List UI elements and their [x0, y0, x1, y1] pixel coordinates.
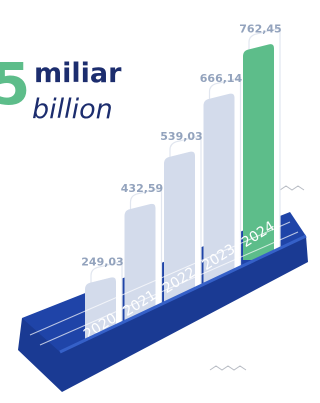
headline-line2: billion	[32, 94, 113, 125]
value-label: 432,59	[121, 182, 163, 195]
value-label: 539,03	[160, 130, 202, 143]
chart: 249,032020432,592021539,032022666,142023…	[0, 0, 319, 403]
value-label: 666,14	[200, 72, 243, 85]
headline-number: 5	[0, 50, 30, 118]
page: {"chart_data": {"type": "bar", "headline…	[0, 0, 319, 403]
value-label: 762,45	[239, 22, 281, 35]
headline-line1: miliar	[34, 58, 122, 89]
value-label: 249,03	[81, 256, 123, 269]
